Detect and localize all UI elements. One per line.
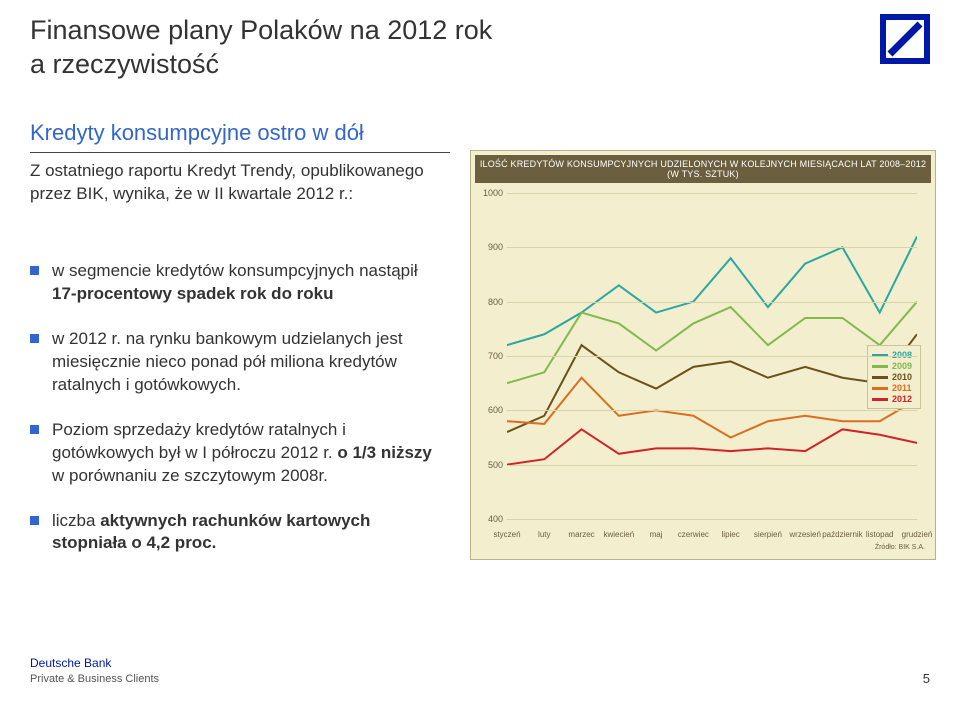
ytick-label: 800 (475, 297, 503, 307)
legend-swatch (872, 387, 888, 390)
xtick-label: maj (650, 530, 663, 539)
legend-swatch (872, 376, 888, 379)
chart-legend: 20082009201020112012 (867, 345, 921, 409)
series-2010 (507, 334, 917, 432)
legend-row: 2009 (872, 361, 916, 371)
footer-sub: Private & Business Clients (30, 672, 159, 686)
gridline (507, 410, 917, 411)
xtick-label: styczeń (493, 530, 520, 539)
ytick-label: 900 (475, 242, 503, 252)
xtick-label: luty (538, 530, 550, 539)
xtick-label: listopad (866, 530, 894, 539)
xtick-label: grudzień (902, 530, 933, 539)
bullet-item: w segmencie kredytów konsumpcyjnych nast… (30, 260, 440, 306)
legend-label: 2012 (892, 394, 912, 404)
series-2008 (507, 236, 917, 345)
intro-paragraph: Z ostatniego raportu Kredyt Trendy, opub… (30, 160, 450, 206)
gridline (507, 519, 917, 520)
bullet-item: Poziom sprzedaży kredytów ratalnych i go… (30, 419, 440, 488)
legend-swatch (872, 365, 888, 368)
chart-container: ILOŚĆ KREDYTÓW KONSUMPCYJNYCH UDZIELONYC… (470, 150, 936, 560)
series-2012 (507, 429, 917, 464)
legend-row: 2011 (872, 383, 916, 393)
page-number: 5 (923, 671, 930, 686)
legend-label: 2009 (892, 361, 912, 371)
ytick-label: 700 (475, 351, 503, 361)
series-2011 (507, 378, 917, 438)
xtick-label: sierpień (754, 530, 782, 539)
legend-row: 2010 (872, 372, 916, 382)
bullet-item: w 2012 r. na rynku bankowym udzielanych … (30, 328, 440, 397)
footer-brand: Deutsche Bank (30, 656, 159, 672)
gridline (507, 193, 917, 194)
bullet-text: liczba (52, 511, 100, 530)
xtick-label: czerwiec (678, 530, 709, 539)
legend-row: 2008 (872, 350, 916, 360)
ytick-label: 400 (475, 514, 503, 524)
xtick-label: październik (822, 530, 862, 539)
xtick-label: kwiecień (603, 530, 634, 539)
divider (30, 152, 450, 153)
chart-area: 20082009201020112012 Źródło: BIK S.A. 40… (475, 185, 931, 553)
bullet-text: w segmencie kredytów konsumpcyjnych nast… (52, 261, 418, 280)
bullet-bold: aktywnych rachunków kartowych stopniała … (52, 511, 370, 553)
gridline (507, 302, 917, 303)
bullet-text: w 2012 r. na rynku bankowym udzielanych … (52, 329, 403, 394)
ytick-label: 500 (475, 460, 503, 470)
title-line2: a rzeczywistość (30, 49, 219, 79)
bullet-text: Poziom sprzedaży kredytów ratalnych i go… (52, 420, 346, 462)
legend-swatch (872, 398, 888, 401)
deutsche-bank-logo (880, 14, 930, 69)
gridline (507, 356, 917, 357)
ytick-label: 1000 (475, 188, 503, 198)
section-subtitle: Kredyty konsumpcyjne ostro w dół (30, 120, 364, 146)
gridline (507, 247, 917, 248)
legend-label: 2011 (892, 383, 912, 393)
bullet-list: w segmencie kredytów konsumpcyjnych nast… (30, 260, 440, 577)
title-line1: Finansowe plany Polaków na 2012 rok (30, 15, 492, 45)
gridline (507, 465, 917, 466)
ytick-label: 600 (475, 405, 503, 415)
xtick-label: wrzesień (789, 530, 821, 539)
bullet-text: w porównaniu ze szczytowym 2008r. (52, 466, 328, 485)
bullet-bold: o 1/3 niższy (337, 443, 431, 462)
bullet-bold: 17-procentowy spadek rok do roku (52, 284, 334, 303)
chart-source: Źródło: BIK S.A. (875, 544, 925, 551)
chart-title: ILOŚĆ KREDYTÓW KONSUMPCYJNYCH UDZIELONYC… (475, 155, 931, 183)
legend-label: 2008 (892, 350, 912, 360)
page-title: Finansowe plany Polaków na 2012 rok a rz… (30, 14, 492, 82)
xtick-label: marzec (568, 530, 594, 539)
xtick-label: lipiec (722, 530, 740, 539)
legend-row: 2012 (872, 394, 916, 404)
footer: Deutsche Bank Private & Business Clients (30, 656, 159, 686)
legend-label: 2010 (892, 372, 912, 382)
bullet-item: liczba aktywnych rachunków kartowych sto… (30, 510, 440, 556)
